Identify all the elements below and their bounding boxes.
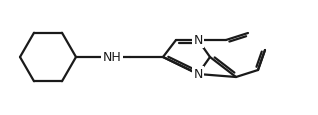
Text: N: N bbox=[193, 34, 203, 47]
Text: N: N bbox=[193, 68, 203, 81]
Text: NH: NH bbox=[103, 51, 121, 64]
